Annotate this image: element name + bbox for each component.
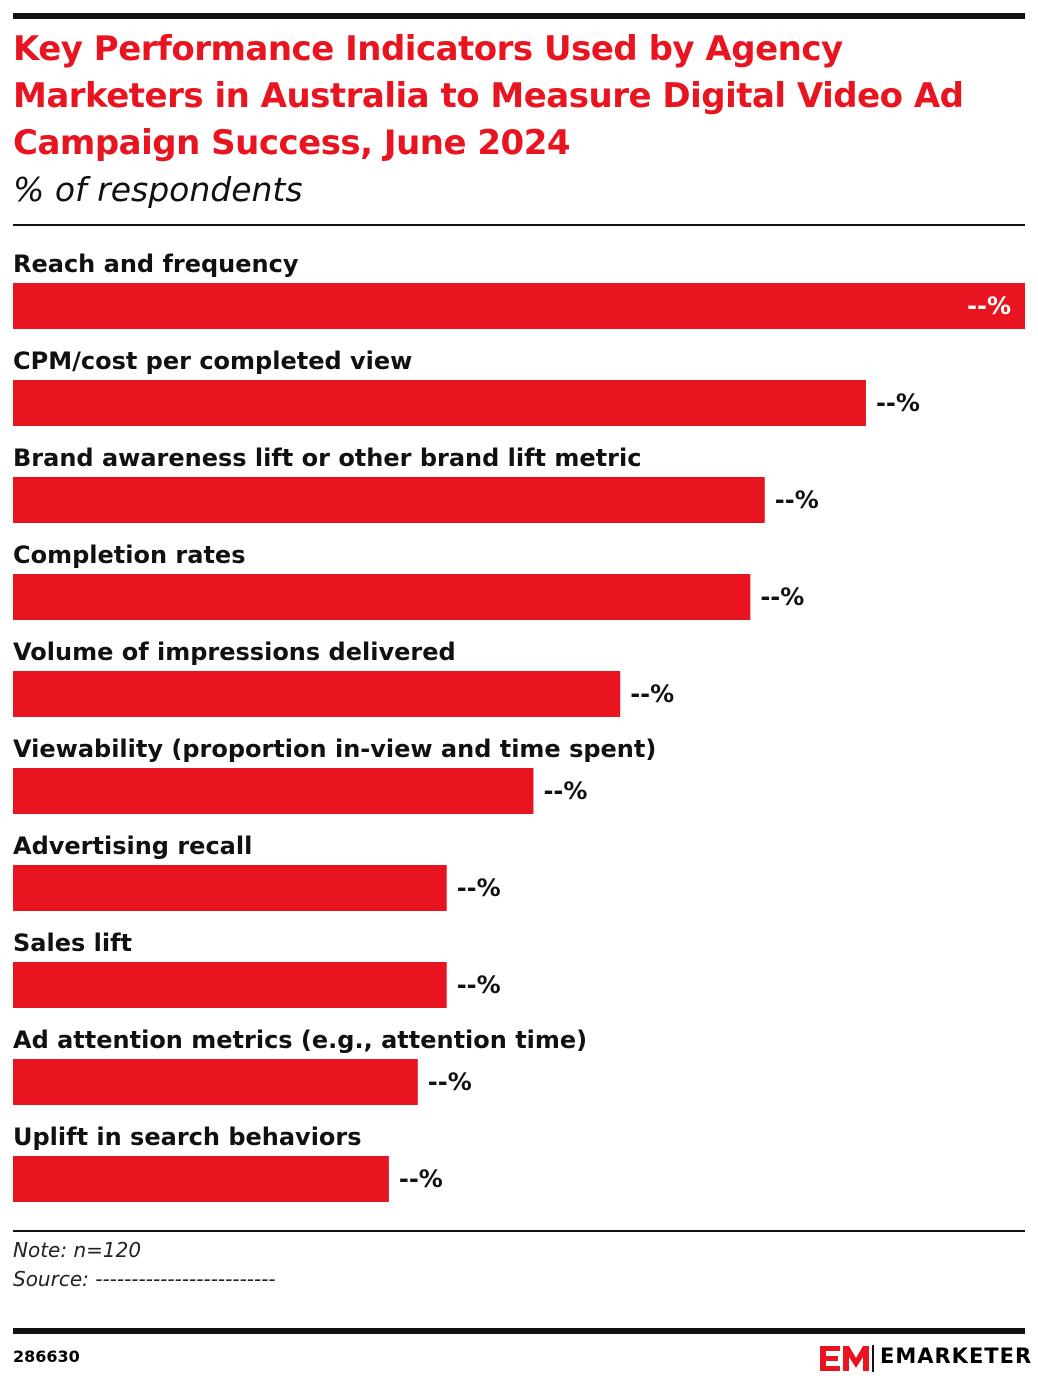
chart-id: 286630 <box>13 1347 80 1366</box>
logo-mark <box>820 1345 874 1372</box>
category-label: Volume of impressions delivered <box>13 638 456 666</box>
rule <box>13 224 1025 226</box>
value-label: --% <box>967 292 1011 320</box>
value-label: --% <box>775 486 819 514</box>
bar <box>13 768 534 814</box>
value-label: --% <box>630 680 674 708</box>
category-label: CPM/cost per completed view <box>13 347 412 375</box>
category-label: Advertising recall <box>13 832 252 860</box>
category-label: Viewability (proportion in-view and time… <box>13 735 656 763</box>
bottom-bar <box>13 1328 1025 1334</box>
bar <box>13 865 447 911</box>
category-label: Sales lift <box>13 929 132 957</box>
category-label: Completion rates <box>13 541 246 569</box>
category-label: Ad attention metrics (e.g., attention ti… <box>13 1026 587 1054</box>
category-label: Reach and frequency <box>13 250 299 278</box>
bar <box>13 1156 389 1202</box>
value-label: --% <box>399 1165 443 1193</box>
value-label: --% <box>876 389 920 417</box>
source: Source: ------------------------- <box>13 1267 276 1291</box>
bar <box>13 1059 418 1105</box>
bar <box>13 283 1025 329</box>
value-label: --% <box>457 874 501 902</box>
bar <box>13 574 751 620</box>
value-label: --% <box>457 971 501 999</box>
bar <box>13 477 765 523</box>
chart-subtitle: % of respondents <box>13 170 303 209</box>
value-label: --% <box>543 777 587 805</box>
brand: EMARKETER <box>880 1344 1033 1368</box>
category-label: Brand awareness lift or other brand lift… <box>13 444 641 472</box>
note: Note: n=120 <box>13 1238 142 1262</box>
bar <box>13 962 447 1008</box>
chart: Reach and frequency --% CPM/cost per compl… <box>13 250 1025 1202</box>
value-label: --% <box>760 583 804 611</box>
bar <box>13 671 621 717</box>
top-bar <box>13 13 1025 19</box>
value-label: --% <box>428 1068 472 1096</box>
bar <box>13 380 866 426</box>
rule <box>13 1230 1025 1232</box>
chart-title: Key Performance Indicators Used by Agenc… <box>13 29 964 163</box>
category-label: Uplift in search behaviors <box>13 1123 362 1151</box>
